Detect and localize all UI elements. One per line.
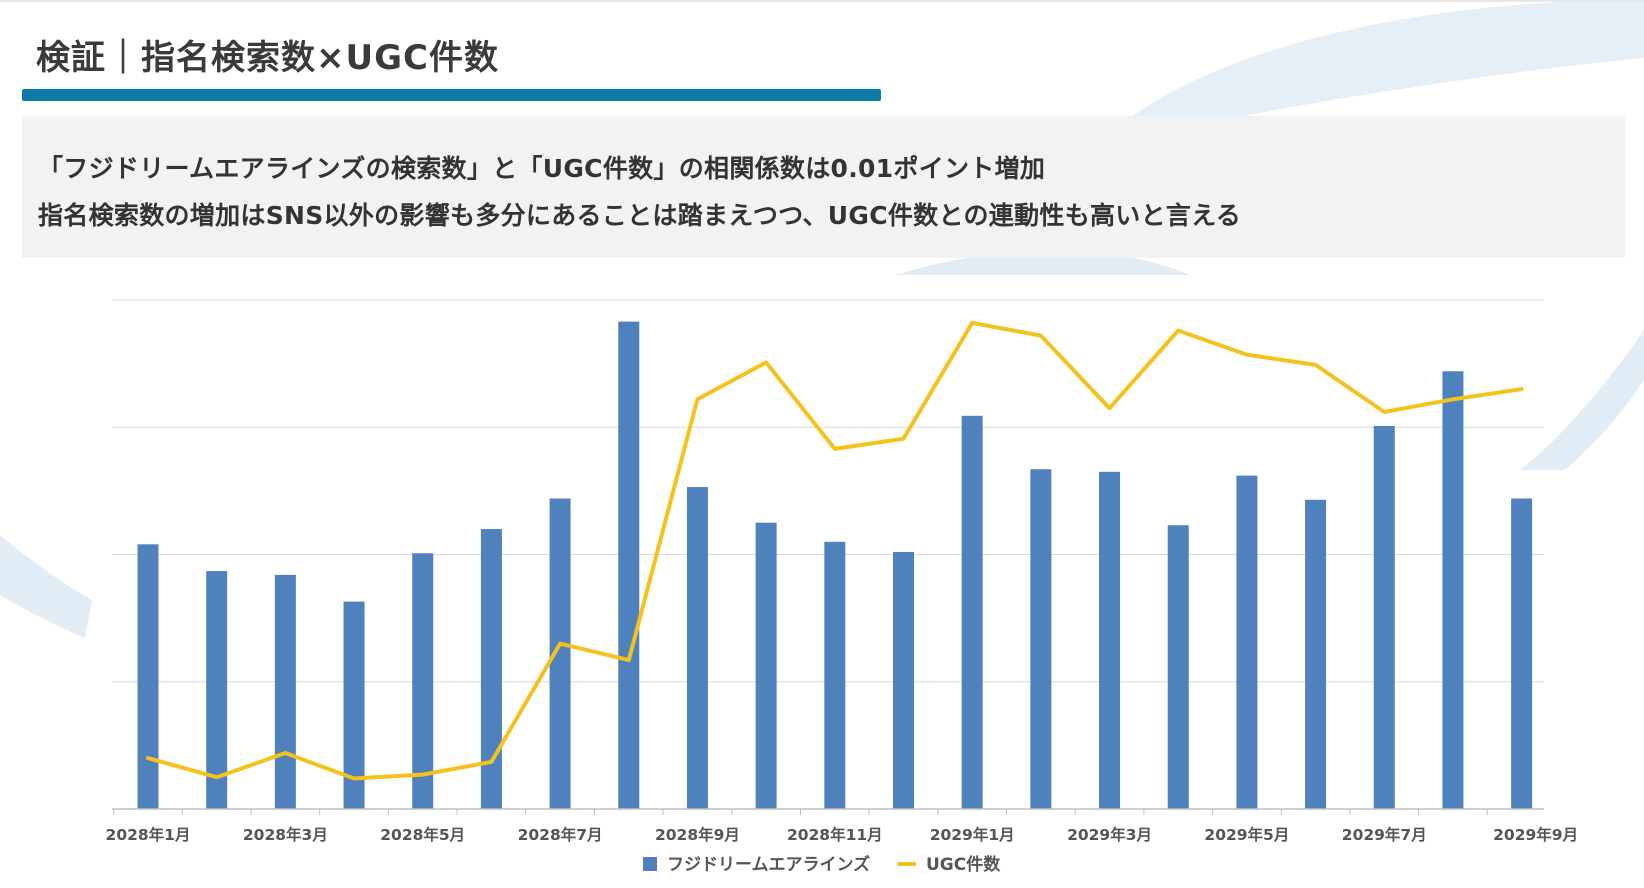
bar	[1511, 498, 1533, 809]
bar	[755, 522, 777, 809]
bar	[686, 487, 708, 809]
bar	[206, 571, 228, 809]
bar	[137, 544, 159, 809]
x-tick-label: 2029年7月	[1342, 825, 1427, 844]
bar	[480, 529, 502, 809]
summary-line-2: 指名検索数の増加はSNS以外の影響も多分にあることは踏まえつつ、UGC件数との連…	[38, 201, 1242, 230]
legend-label: フジドリームエアラインズ	[667, 854, 870, 875]
series-line	[146, 320, 1524, 781]
line-series	[146, 320, 1524, 781]
x-tick-label: 2029年5月	[1204, 825, 1289, 844]
bar	[1167, 525, 1189, 809]
top-divider	[0, 0, 1644, 2]
bar	[1030, 469, 1052, 809]
x-tick-label: 2029年3月	[1067, 825, 1152, 844]
bar-series	[137, 321, 1533, 809]
x-tick-label: 2028年1月	[106, 825, 191, 844]
bar	[1099, 471, 1121, 809]
x-tick-label: 2029年1月	[930, 825, 1015, 844]
bar	[412, 553, 434, 809]
bar	[549, 498, 571, 809]
bar	[892, 551, 914, 809]
legend-bar-swatch	[643, 857, 657, 871]
decor-swoosh-left	[0, 535, 92, 638]
x-tick-label: 2028年5月	[380, 825, 465, 844]
x-tick-label: 2029年9月	[1493, 825, 1578, 844]
legend: フジドリームエアラインズ UGC件数	[643, 854, 1001, 875]
decor-swoosh-top	[1130, 0, 1644, 130]
summary-line-1: 「フジドリームエアラインズの検索数」と「UGC件数」の相関係数は0.01ポイント…	[38, 154, 1046, 183]
bar	[1305, 499, 1327, 809]
x-tick-label: 2028年3月	[243, 825, 328, 844]
x-tick-label: 2028年7月	[518, 825, 603, 844]
summary-box: 「フジドリームエアラインズの検索数」と「UGC件数」の相関係数は0.01ポイント…	[22, 116, 1625, 258]
title-underline	[22, 89, 881, 101]
x-tick-label: 2028年9月	[655, 825, 740, 844]
bar	[343, 601, 365, 809]
x-axis: 2028年1月 2028年3月 2028年5月 2028年7月 2028年9月 2028年…	[106, 808, 1578, 844]
decor-swoosh-right	[1520, 330, 1644, 470]
x-tick-label: 2028年11月	[787, 825, 883, 844]
page-title: 検証｜指名検索数×UGC件数	[36, 38, 499, 78]
bar	[618, 321, 640, 809]
bar	[1373, 425, 1395, 809]
legend-label: UGC件数	[926, 854, 1001, 875]
bar	[961, 415, 983, 809]
bar	[274, 574, 296, 809]
bar	[824, 541, 846, 809]
bar	[1442, 371, 1464, 809]
bar	[1236, 475, 1258, 809]
